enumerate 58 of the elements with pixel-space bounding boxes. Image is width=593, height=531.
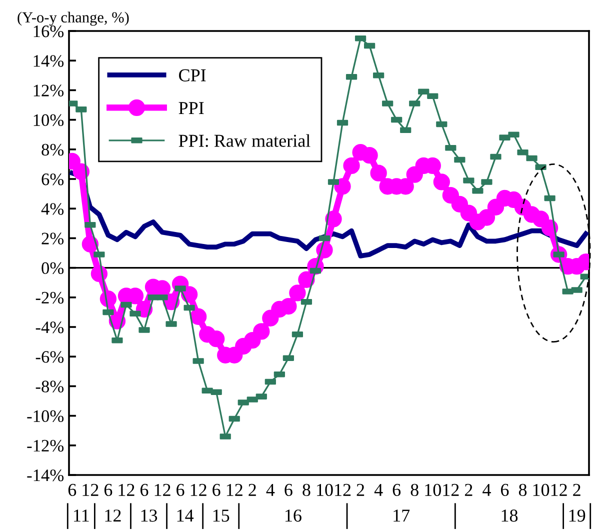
x-tick-label: 12	[154, 484, 170, 496]
x-tick-label: 10	[317, 484, 333, 496]
x-tick-label: 10	[425, 484, 441, 496]
x-tick-label: 2	[464, 484, 472, 496]
x-tick-label: 4	[266, 484, 275, 496]
x-tick-label: 6	[140, 484, 148, 496]
y-tick-label: 10%	[34, 114, 64, 126]
x-tick-label: 12	[82, 484, 98, 496]
x-tick-label: 12	[335, 484, 351, 496]
x-tick-label: 4	[482, 484, 491, 496]
x-tick-label: 2	[248, 484, 256, 496]
y-tick-label: -4%	[36, 321, 64, 334]
y-tick-label: -8%	[36, 380, 64, 392]
y-tick-label: 12%	[34, 84, 64, 96]
y-tick-label: -6%	[36, 351, 64, 363]
x-tick-label: 10	[533, 484, 550, 496]
text: 11	[74, 510, 89, 522]
text: 13	[141, 510, 158, 522]
x-tick-label: 8	[518, 484, 527, 496]
text: 14	[177, 510, 194, 522]
text: 15	[213, 510, 230, 522]
x-tick-label: 6	[392, 484, 401, 496]
x-tick-label: 6	[68, 484, 76, 496]
text: 12	[105, 510, 121, 522]
x-tick-label: 4	[374, 484, 383, 496]
y-tick-label: 2%	[42, 232, 64, 244]
legend-label: CPI	[179, 69, 206, 82]
x-tick-label: 6	[501, 484, 509, 496]
x-tick-label: 12	[551, 484, 567, 496]
y-axis-title: (Y-o-y change, %)	[18, 12, 129, 26]
text: 19	[569, 510, 586, 522]
y-tick-label: 14%	[34, 55, 64, 67]
x-tick-label: 6	[212, 484, 220, 496]
y-tick-label: 4%	[41, 203, 64, 215]
x-tick-label: 2	[356, 484, 364, 496]
y-tick-label: -2%	[36, 292, 64, 304]
y-tick-label: 16%	[34, 25, 64, 38]
legend-label: PPI	[178, 102, 204, 114]
y-tick-label: 6%	[42, 173, 64, 186]
text: 16	[286, 510, 302, 522]
legend-label: PPI: Raw material	[178, 134, 310, 147]
y-tick-label: 8%	[42, 144, 64, 156]
x-tick-label: 6	[104, 484, 112, 496]
y-tick-label: -12%	[27, 440, 64, 452]
text: 17	[394, 510, 410, 522]
text: 18	[502, 510, 518, 522]
x-tick-label: 2	[573, 484, 580, 496]
y-tick-label: 0%	[42, 262, 64, 274]
x-tick-label: 12	[226, 484, 242, 496]
y-tick-label: -10%	[27, 410, 64, 422]
x-tick-label: 6	[284, 484, 292, 496]
x-tick-label: 12	[443, 484, 459, 496]
x-tick-label: 8	[302, 484, 310, 496]
x-tick-label: 6	[176, 484, 184, 496]
x-tick-label: 8	[410, 484, 418, 496]
y-tick-label: -14%	[27, 469, 64, 482]
x-tick-label: 12	[190, 484, 206, 496]
x-tick-label: 12	[118, 484, 134, 496]
